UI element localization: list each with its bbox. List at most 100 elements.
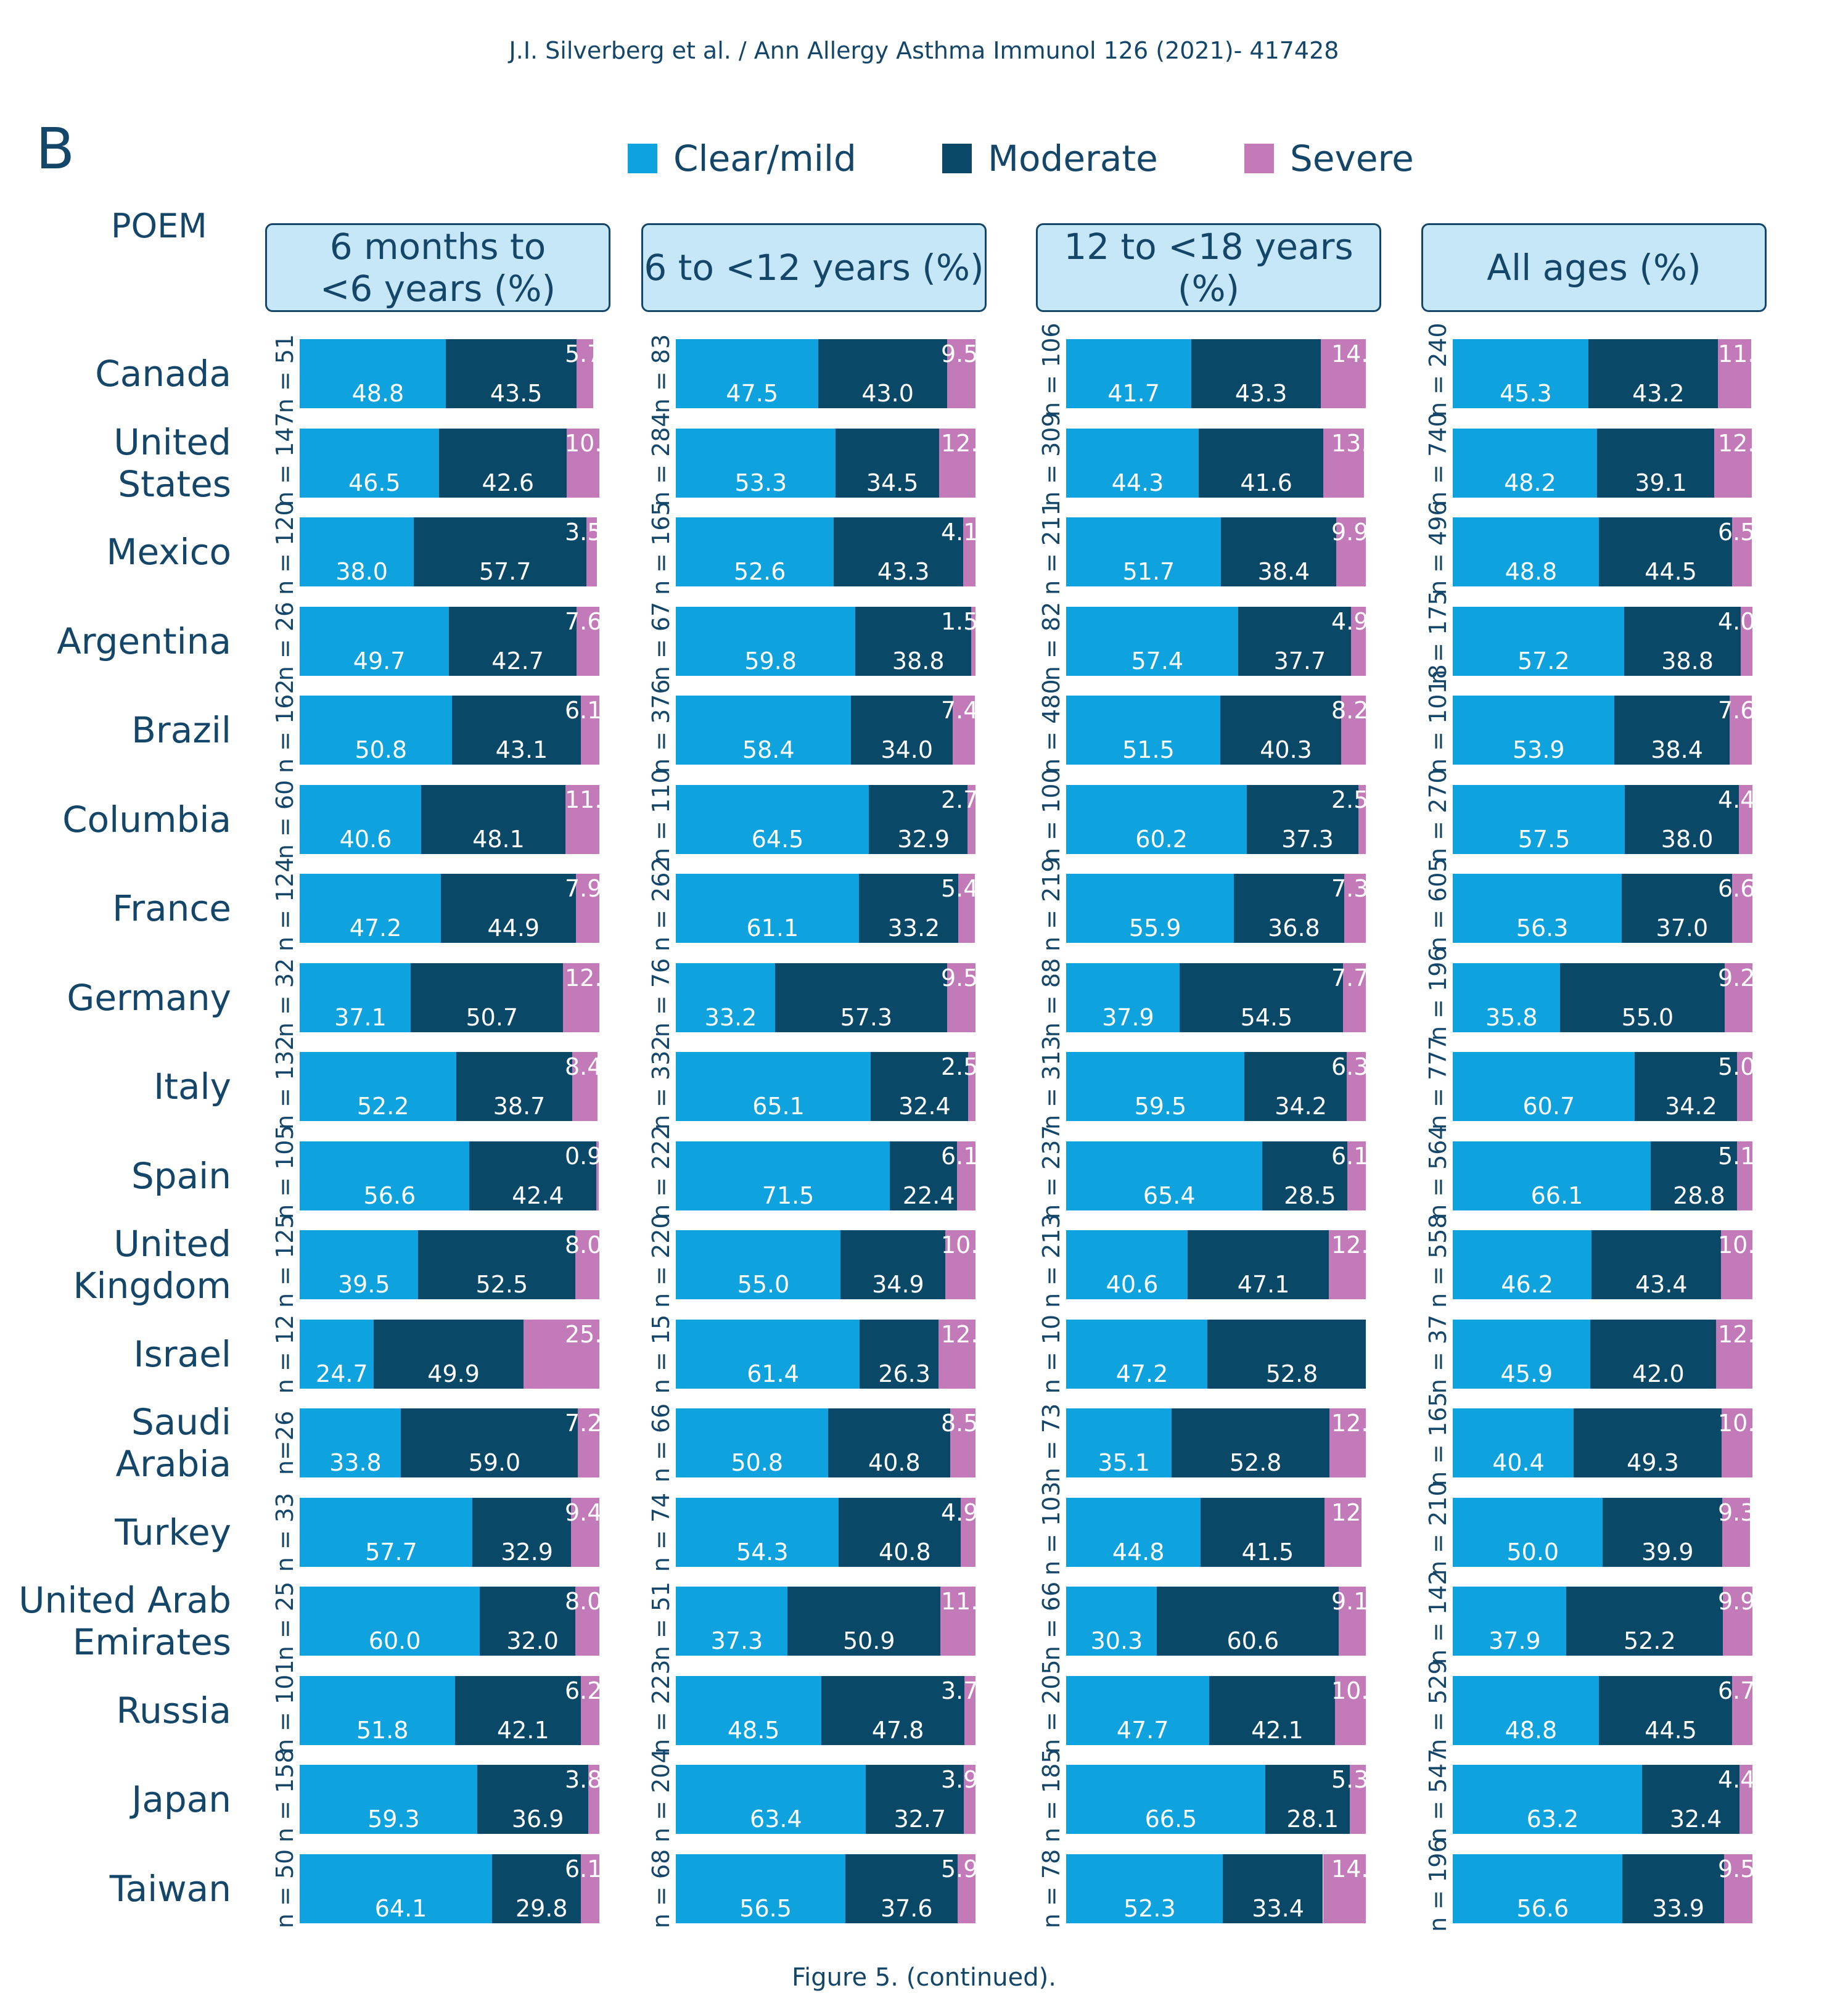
bar-segment-clear-mild	[1453, 1765, 1643, 1834]
data-label-clear-mild: 59.8	[744, 647, 797, 675]
data-label-moderate: 48.1	[472, 825, 525, 853]
sample-size-label: n = 67	[647, 601, 675, 681]
data-label-clear-mild: 44.3	[1111, 469, 1164, 496]
bar-segment-severe	[565, 784, 599, 854]
data-label-moderate: 42.7	[491, 647, 544, 675]
sample-size-label: n = 12	[271, 1314, 298, 1394]
bar-segment-moderate	[1238, 606, 1352, 676]
bar-segment-moderate	[866, 1765, 964, 1834]
sample-size-label: n = 83	[647, 334, 675, 414]
data-label-severe: 10.2	[1331, 1677, 1384, 1704]
bar-segment-moderate	[469, 1141, 597, 1210]
data-label-moderate: 43.0	[861, 380, 914, 407]
data-label-severe: 12.1	[941, 429, 993, 457]
bar-segment-moderate	[1209, 1675, 1336, 1745]
data-label-severe: 8.5	[941, 1410, 979, 1437]
bar-segment-clear-mild	[1066, 1052, 1245, 1121]
bar-segment-clear-mild	[300, 696, 452, 765]
bar-segment-severe	[1324, 1497, 1361, 1567]
data-label-clear-mild: 50.0	[1506, 1538, 1559, 1566]
data-label-severe: 12.3	[941, 1320, 993, 1348]
bar-segment-moderate	[1200, 1497, 1325, 1567]
data-label-clear-mild: 57.2	[1517, 647, 1570, 675]
bar-segment-severe	[1729, 696, 1752, 765]
bar-segment-severe	[1341, 696, 1366, 765]
legend-severe-swatch	[1244, 144, 1274, 173]
country-label-line: Kingdom	[73, 1265, 231, 1307]
sample-size-label: n = 158	[271, 1748, 298, 1843]
bar-segment-severe	[964, 1765, 975, 1834]
panel-title-text: 12 to <18 years (%)	[1038, 226, 1379, 310]
data-label-moderate: 42.1	[497, 1716, 549, 1744]
data-label-moderate: 32.4	[898, 1093, 951, 1120]
data-label-moderate: 43.3	[1234, 380, 1287, 407]
data-label-clear-mild: 57.5	[1517, 825, 1571, 853]
bar-segment-severe	[1343, 963, 1366, 1032]
sample-size-label: n = 376	[647, 679, 675, 773]
data-label-severe: 14.9	[1331, 340, 1384, 368]
sample-size-label: n = 33	[271, 1492, 298, 1572]
bar-segment-clear-mild	[676, 1765, 866, 1834]
bar-segment-clear-mild	[1066, 1141, 1262, 1210]
data-label-clear-mild: 45.3	[1500, 380, 1552, 407]
bar-segment-moderate	[451, 696, 581, 765]
data-label-clear-mild: 24.7	[316, 1360, 368, 1387]
bar-segment-moderate	[477, 1765, 588, 1834]
figure-caption: Figure 5. (continued).	[792, 1963, 1056, 1992]
data-label-clear-mild: 35.1	[1098, 1449, 1150, 1476]
bar-segment-moderate	[438, 428, 567, 498]
data-label-clear-mild: 71.5	[762, 1181, 815, 1209]
data-label-moderate: 37.3	[1281, 825, 1334, 853]
data-label-severe: 2.5	[941, 1053, 979, 1080]
panel-title-line: 6 months to	[329, 226, 546, 268]
bar-segment-moderate	[858, 874, 959, 943]
data-label-severe: 6.2	[565, 1677, 602, 1704]
data-label-severe: 8.0	[565, 1588, 602, 1615]
data-label-severe: 6.1	[565, 1855, 602, 1883]
data-label-severe: 4.9	[1331, 607, 1369, 635]
data-label-moderate: 38.8	[1661, 647, 1714, 675]
bar-segment-severe	[971, 606, 976, 676]
data-label-severe: 9.5	[941, 964, 979, 992]
bar-segment-severe	[1737, 1141, 1752, 1210]
bar-segment-severe	[961, 1497, 975, 1567]
data-label-clear-mild: 56.6	[1516, 1894, 1569, 1922]
panel-title-line: 12 to <18 years (%)	[1064, 226, 1353, 310]
bar-segment-clear-mild	[1066, 517, 1222, 586]
bar-segment-severe	[588, 1765, 599, 1834]
bar-segment-severe	[523, 1319, 599, 1389]
data-label-moderate: 29.8	[515, 1894, 568, 1922]
bar-segment-clear-mild	[300, 784, 422, 854]
data-label-severe: 12.4	[1718, 429, 1770, 457]
bar-segment-clear-mild	[1066, 339, 1191, 408]
bar-segment-moderate	[1614, 696, 1730, 765]
panel-title: 12 to <18 years (%)	[1036, 223, 1381, 312]
data-label-clear-mild: 53.9	[1512, 736, 1565, 763]
data-label-clear-mild: 59.3	[368, 1806, 420, 1833]
bar-segment-clear-mild	[676, 1587, 788, 1656]
data-label-clear-mild: 59.5	[1134, 1093, 1187, 1120]
data-label-moderate: 34.2	[1275, 1093, 1327, 1120]
legend-moderate-swatch	[942, 144, 972, 173]
data-label-moderate: 44.5	[1645, 558, 1697, 585]
sample-size-label: n = 103	[1038, 1481, 1065, 1576]
data-label-clear-mild: 53.3	[734, 469, 787, 496]
data-label-moderate: 49.9	[427, 1360, 480, 1387]
data-label-moderate: 52.8	[1265, 1360, 1318, 1387]
country-label-line: Spain	[131, 1154, 231, 1197]
data-label-clear-mild: 60.0	[368, 1627, 421, 1654]
data-label-clear-mild: 48.8	[1505, 1716, 1558, 1744]
data-label-moderate: 47.8	[871, 1716, 924, 1744]
bar-segment-severe	[1732, 1675, 1752, 1745]
bar-segment-clear-mild	[1453, 1497, 1603, 1567]
data-label-severe: 9.5	[1718, 1855, 1756, 1883]
sample-size-label: n = 73	[1038, 1403, 1065, 1483]
data-label-clear-mild: 56.6	[363, 1181, 416, 1209]
bar-segment-moderate	[871, 1052, 968, 1121]
bar-segment-clear-mild	[676, 606, 855, 676]
panel-title: All ages (%)	[1421, 223, 1767, 312]
sample-size-label: n = 1018	[1424, 664, 1452, 773]
bar-segment-clear-mild	[1453, 784, 1625, 854]
data-label-severe: 9.3	[1718, 1498, 1756, 1526]
data-label-moderate: 40.3	[1260, 736, 1312, 763]
